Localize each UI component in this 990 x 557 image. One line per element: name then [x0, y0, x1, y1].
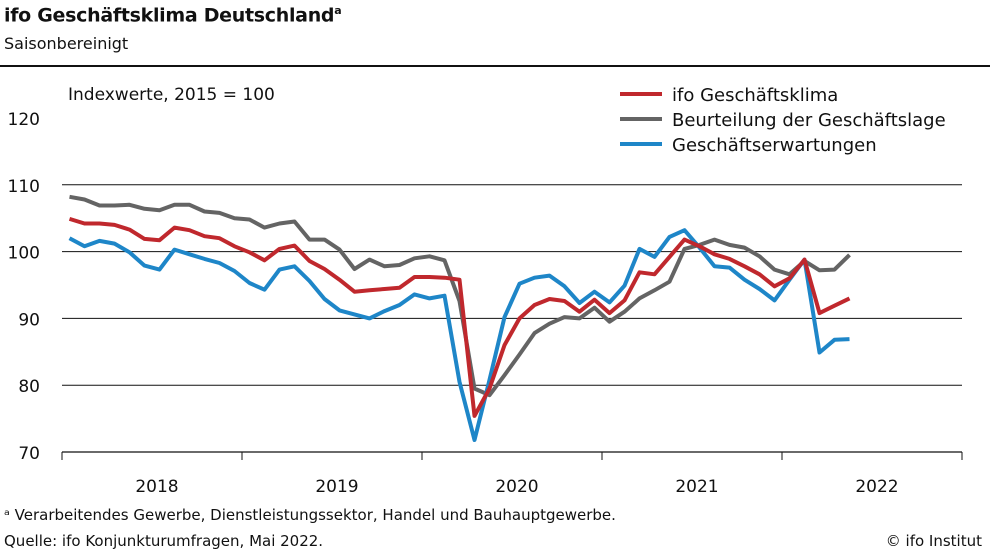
footnote: ᵃ Verarbeitendes Gewerbe, Dienstleistung…	[4, 506, 616, 524]
y-tick-label: 90	[18, 310, 40, 330]
legend-label: ifo Geschäftsklima	[672, 85, 838, 106]
unit-label: Indexwerte, 2015 = 100	[68, 85, 275, 105]
chart-title: ifo Geschäftsklima Deutschlanda	[4, 4, 342, 27]
x-tick-label: 2019	[315, 477, 358, 497]
source-note: Quelle: ifo Konjunkturumfragen, Mai 2022…	[4, 532, 324, 550]
legend-label: Beurteilung der Geschäftslage	[672, 110, 946, 131]
x-tick-label: 2020	[495, 477, 538, 497]
series-line-0	[68, 216, 851, 418]
x-tick-label: 2022	[855, 477, 898, 497]
series-line-1	[69, 194, 851, 398]
legend-label: Geschäftserwartungen	[672, 135, 877, 156]
y-tick-label: 80	[18, 377, 40, 397]
chart-subtitle: Saisonbereinigt	[4, 34, 129, 53]
y-tick-label: 70	[18, 444, 40, 464]
header-rule	[0, 65, 990, 67]
x-tick-label: 2021	[675, 477, 718, 497]
y-tick-label: 120	[8, 110, 40, 130]
y-tick-label: 100	[8, 244, 40, 264]
copyright: © ifo Institut	[885, 532, 982, 550]
y-tick-label: 110	[8, 177, 40, 197]
title-footnote-marker: a	[334, 4, 342, 17]
series-line-2	[68, 228, 850, 442]
title-text: ifo Geschäftsklima Deutschland	[4, 4, 335, 27]
x-tick-label: 2018	[135, 477, 178, 497]
